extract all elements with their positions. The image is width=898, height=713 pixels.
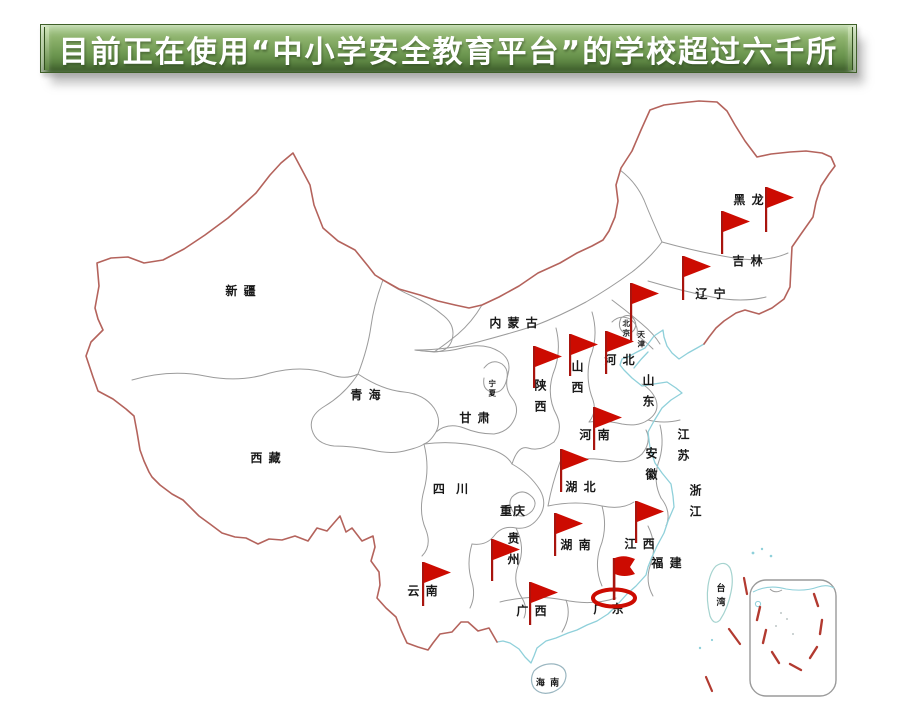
province-label-qinghai: 青 海 (350, 388, 382, 402)
flag-heilongjiang-icon (765, 187, 794, 232)
flag-jiangxi-icon (635, 501, 664, 543)
province-label-hunan: 湖 南 (560, 538, 592, 552)
flag-jilin-icon (721, 211, 750, 254)
province-label-jilin: 吉 林 (732, 254, 764, 268)
province-label-ningxia: 宁夏 (487, 379, 497, 399)
title-banner: 目前正在使用“中小学安全教育平台”的学校超过六千所 (40, 24, 857, 73)
province-label-guizhou: 贵州 (506, 532, 520, 574)
flag-henan-icon (593, 407, 622, 450)
offshore-dash-line (704, 576, 749, 693)
banner-text: 目前正在使用“中小学安全教育平台”的学校超过六千所 (58, 34, 839, 70)
province-label-taiwan: 台湾 (714, 583, 725, 611)
province-label-neimenggu: 内 蒙 古 (489, 316, 539, 330)
province-label-henan: 河 南 (579, 428, 611, 442)
flag-shanxi-icon (569, 334, 598, 376)
flag-shaanxi-icon (533, 346, 562, 388)
province-borders (131, 169, 789, 633)
coastline (496, 329, 705, 664)
province-label-shandong: 山东 (641, 374, 655, 416)
province-label-guangxi: 广 西 (516, 604, 548, 618)
flag-hubei-icon (560, 449, 589, 492)
flag-guangxi-icon (529, 582, 558, 625)
nine-dash-line (755, 592, 824, 672)
province-label-jiangsu: 江苏 (676, 428, 690, 470)
province-label-tianjin: 天津 (636, 330, 646, 350)
province-label-shanxi: 山西 (570, 360, 584, 402)
province-label-xizang: 西 藏 (250, 451, 282, 465)
flag-guizhou-icon (491, 539, 520, 581)
flag-liaoning-icon (682, 256, 711, 300)
province-label-sichuan: 四 川 (432, 482, 470, 496)
province-label-beijing: 北京 (621, 319, 631, 339)
province-label-liaoning: 辽 宁 (695, 287, 727, 301)
taiwan-island (706, 562, 733, 623)
offshore-dots (698, 547, 773, 650)
province-label-zhejiang: 浙江 (688, 484, 702, 526)
province-label-hainan: 海 南 (535, 678, 561, 689)
flag-beijing-icon (630, 283, 659, 342)
flag-yunnan-icon (422, 562, 451, 606)
flag-hunan-icon (554, 513, 583, 556)
province-label-anhui: 安徽 (644, 447, 658, 489)
province-label-jiangxi: 江 西 (624, 537, 656, 551)
province-label-hebei: 河 北 (604, 353, 636, 367)
flag-hebei-icon (605, 331, 634, 374)
province-label-hubei: 湖 北 (565, 480, 597, 494)
province-label-shaanxi: 陕西 (533, 379, 547, 421)
province-label-heilongjiang: 黑 龙 (733, 193, 765, 207)
hainan-island (530, 663, 567, 694)
marker-guangdong-icon (591, 556, 637, 609)
province-label-chongqing: 重庆 (499, 504, 527, 518)
province-label-gansu: 甘 肃 (459, 411, 491, 425)
province-label-fujian: 福 建 (651, 556, 683, 570)
province-label-yunnan: 云 南 (407, 584, 439, 598)
china-outer-border (85, 100, 836, 651)
province-label-xinjiang: 新 疆 (225, 284, 257, 298)
south-china-sea-inset (749, 579, 837, 697)
